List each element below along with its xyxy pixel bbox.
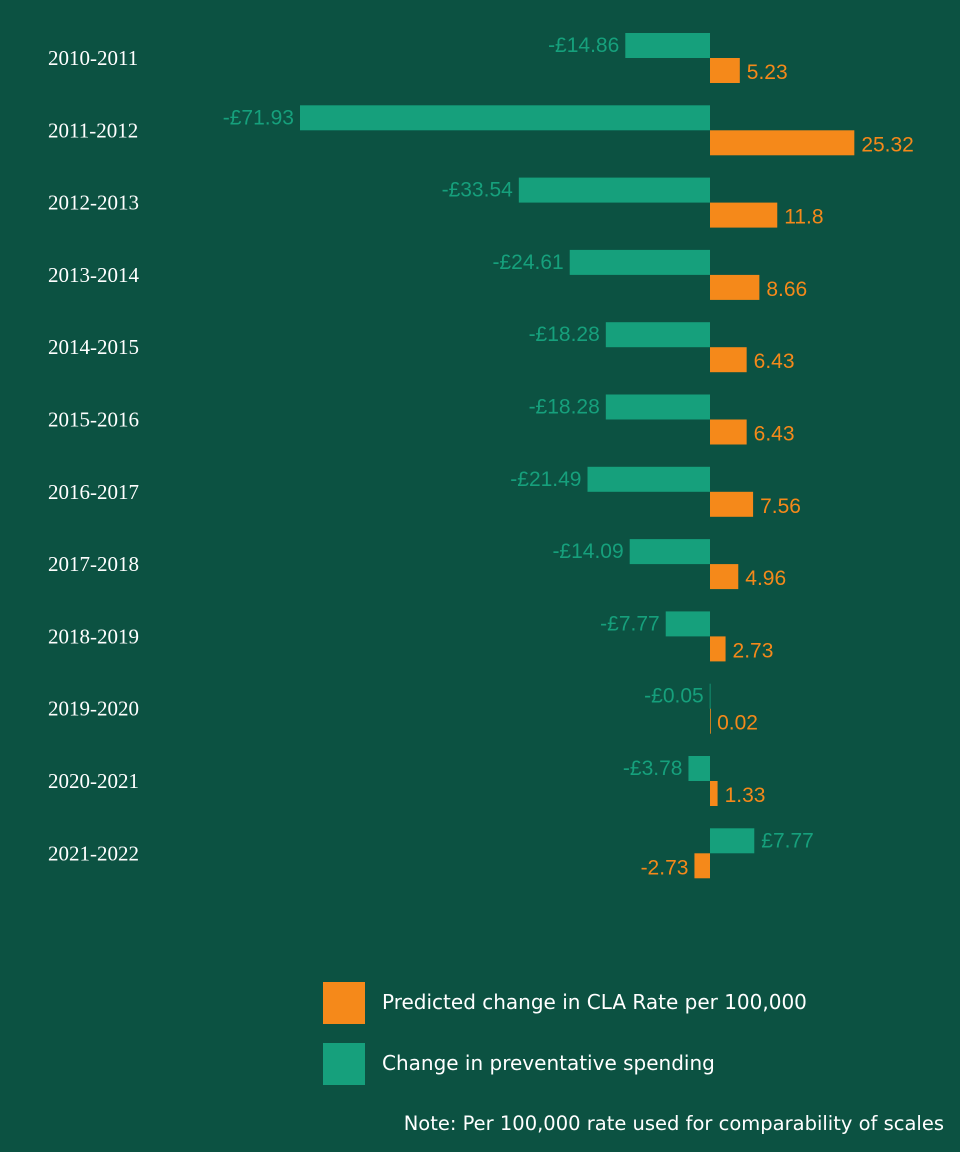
cla-rate-value-label: -2.73 xyxy=(641,856,689,879)
category-label: 2012-2013 xyxy=(48,191,139,215)
category-label: 2016-2017 xyxy=(48,480,139,504)
cla-rate-bar xyxy=(710,419,747,445)
spending-bar xyxy=(665,611,710,637)
cla-rate-value-label: 1.33 xyxy=(725,784,766,807)
cla-rate-value-label: 25.32 xyxy=(861,133,914,156)
cla-rate-value-label: 6.43 xyxy=(754,350,795,373)
cla-rate-value-label: 7.56 xyxy=(760,495,801,518)
category-label: 2021-2022 xyxy=(48,841,139,865)
category-label: 2019-2020 xyxy=(48,697,139,721)
spending-bar xyxy=(709,683,711,709)
spending-bar xyxy=(518,177,710,203)
category-label: 2014-2015 xyxy=(48,335,139,359)
spending-value-label: -£21.49 xyxy=(510,468,581,491)
cla-rate-bar xyxy=(710,708,711,734)
spending-bar xyxy=(710,828,755,854)
cla-rate-bar xyxy=(710,58,740,83)
spending-value-label: -£14.09 xyxy=(552,540,623,563)
category-label: 2010-2011 xyxy=(48,46,138,70)
spending-value-label: -£18.28 xyxy=(529,396,600,419)
cla-rate-value-label: 11.8 xyxy=(784,206,823,229)
cla-rate-bar xyxy=(710,274,760,300)
spending-value-label: -£14.86 xyxy=(548,34,619,57)
cla-rate-value-label: 0.02 xyxy=(717,712,758,735)
cla-rate-bar xyxy=(694,853,710,879)
spending-bar xyxy=(629,539,710,565)
cla-rate-bar xyxy=(710,202,778,228)
spending-bar xyxy=(299,105,710,131)
spending-value-label: -£0.05 xyxy=(644,685,704,708)
cla-rate-value-label: 5.23 xyxy=(747,61,788,84)
spending-bar xyxy=(625,33,710,58)
cla-rate-bar xyxy=(710,491,754,517)
spending-value-label: -£18.28 xyxy=(529,323,600,346)
spending-bar xyxy=(587,466,710,492)
category-label: 2020-2021 xyxy=(48,769,139,793)
cla-rate-bar xyxy=(710,347,747,373)
spending-value-label: -£3.78 xyxy=(623,757,683,780)
category-label: 2017-2018 xyxy=(48,552,139,576)
cla-rate-bar xyxy=(710,636,726,662)
spending-value-label: -£33.54 xyxy=(442,179,514,202)
spending-bar xyxy=(605,322,710,348)
category-label: 2011-2012 xyxy=(48,118,138,142)
cla-rate-value-label: 6.43 xyxy=(754,423,795,446)
legend-label-preventative-spending: Change in preventative spending xyxy=(382,1051,715,1075)
bar-chart: 2010-2011 -£14.86 5.23 2011-2012 -£71.93 25.3… xyxy=(48,33,914,879)
cla-rate-value-label: 2.73 xyxy=(733,639,774,662)
category-label: 2013-2014 xyxy=(48,263,139,287)
spending-bar xyxy=(605,394,710,420)
spending-value-label: £7.77 xyxy=(761,829,814,852)
category-label: 2015-2016 xyxy=(48,408,139,432)
spending-value-label: -£7.77 xyxy=(600,612,660,635)
cla-rate-value-label: 4.96 xyxy=(745,567,786,590)
cla-rate-bar xyxy=(710,130,855,156)
legend-label-cla-rate: Predicted change in CLA Rate per 100,000 xyxy=(382,990,807,1014)
legend-swatch-preventative-spending xyxy=(323,1043,365,1085)
spending-bar xyxy=(688,756,710,781)
category-label: 2018-2019 xyxy=(48,624,139,648)
spending-value-label: -£71.93 xyxy=(223,106,294,129)
spending-value-label: -£24.61 xyxy=(492,251,563,274)
cla-rate-bar xyxy=(710,564,739,590)
cla-rate-value-label: 8.66 xyxy=(766,278,807,301)
chart-note: Note: Per 100,000 rate used for comparab… xyxy=(403,1112,944,1135)
spending-bar xyxy=(569,249,710,275)
cla-rate-bar xyxy=(710,781,718,806)
legend-swatch-cla-rate xyxy=(323,982,365,1024)
